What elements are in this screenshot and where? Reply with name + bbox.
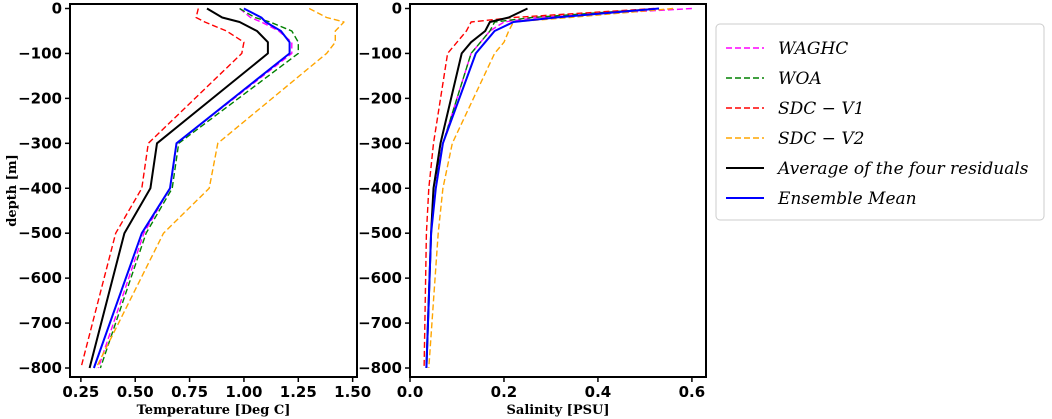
salinity-ytick-label: −500: [358, 224, 402, 242]
legend-box: [715, 23, 1045, 221]
legend-label-woa: WOA: [778, 69, 822, 89]
temperature-xtick-label: 0.50: [117, 383, 154, 401]
salinity-series-avg4: [425, 7, 528, 369]
temperature-series-sdcv2: [95, 7, 345, 369]
temperature-ytick-label: −200: [18, 89, 62, 107]
salinity-ytick-label: −700: [358, 314, 402, 332]
temperature-ytick-label: −800: [18, 359, 62, 377]
salinity-axes-frame: [409, 3, 707, 378]
temperature-axes-frame: [69, 3, 358, 378]
salinity-xaxis-label: Salinity [PSU]: [507, 403, 610, 418]
legend-label-sdcv1: SDC − V1: [778, 99, 864, 119]
salinity-ytick-label: −200: [358, 89, 402, 107]
salinity-series-ens: [425, 7, 660, 369]
temperature-xtick-label: 0.25: [62, 383, 99, 401]
salinity-ytick-label: −300: [358, 134, 402, 152]
salinity-xtick-label: 0.6: [679, 383, 706, 401]
salinity-ytick-label: −400: [358, 179, 402, 197]
legend-label-waghc: WAGHC: [778, 39, 848, 59]
temperature-ytick-label: −700: [18, 314, 62, 332]
salinity-series-sdcv2: [428, 7, 674, 369]
temperature-ytick-label: −300: [18, 134, 62, 152]
temperature-series-avg4: [88, 7, 269, 369]
salinity-series-sdcv1: [423, 7, 655, 369]
salinity-xtick-label: 0.0: [397, 383, 424, 401]
legend-label-ens: Ensemble Mean: [777, 189, 917, 209]
temperature-series-waghc: [97, 7, 293, 369]
temperature-xtick-label: 1.25: [280, 383, 317, 401]
salinity-ytick-label: −800: [358, 359, 402, 377]
legend: WAGHC WOA SDC − V1 SDC − V2 Average of the f…: [715, 23, 1045, 221]
temperature-ytick-label: −100: [18, 44, 62, 62]
salinity-ytick-label: −600: [358, 269, 402, 287]
temperature-xtick-label: 1.00: [225, 383, 262, 401]
temperature-xaxis-label: Temperature [Deg C]: [137, 403, 291, 418]
temperature-series-ens: [92, 7, 291, 369]
temperature-yaxis-label: depth [m]: [5, 154, 20, 227]
salinity-series-waghc: [425, 7, 692, 369]
temperature-series-woa: [99, 7, 299, 369]
salinity-xtick-label: 0.2: [491, 383, 518, 401]
temperature-xtick-label: 0.75: [171, 383, 208, 401]
temperature-ytick-label: 0: [52, 0, 62, 17]
temperature-series-sdcv1: [80, 8, 245, 369]
salinity-series-woa: [425, 7, 660, 369]
temperature-xtick-label: 1.50: [334, 383, 371, 401]
temperature-ytick-label: −500: [18, 224, 62, 242]
legend-label-sdcv2: SDC − V2: [778, 129, 864, 149]
temperature-ytick-label: −400: [18, 179, 62, 197]
salinity-ytick-label: −100: [358, 44, 402, 62]
temperature-ytick-label: −600: [18, 269, 62, 287]
legend-label-avg4: Average of the four residuals: [776, 159, 1029, 179]
salinity-panel: 0 −100 −200 −300 −400 −500 −600 −700 −800 0.0 0.2 0…: [358, 0, 707, 418]
salinity-ytick-label: 0: [392, 0, 402, 17]
salinity-xtick-label: 0.4: [585, 383, 612, 401]
